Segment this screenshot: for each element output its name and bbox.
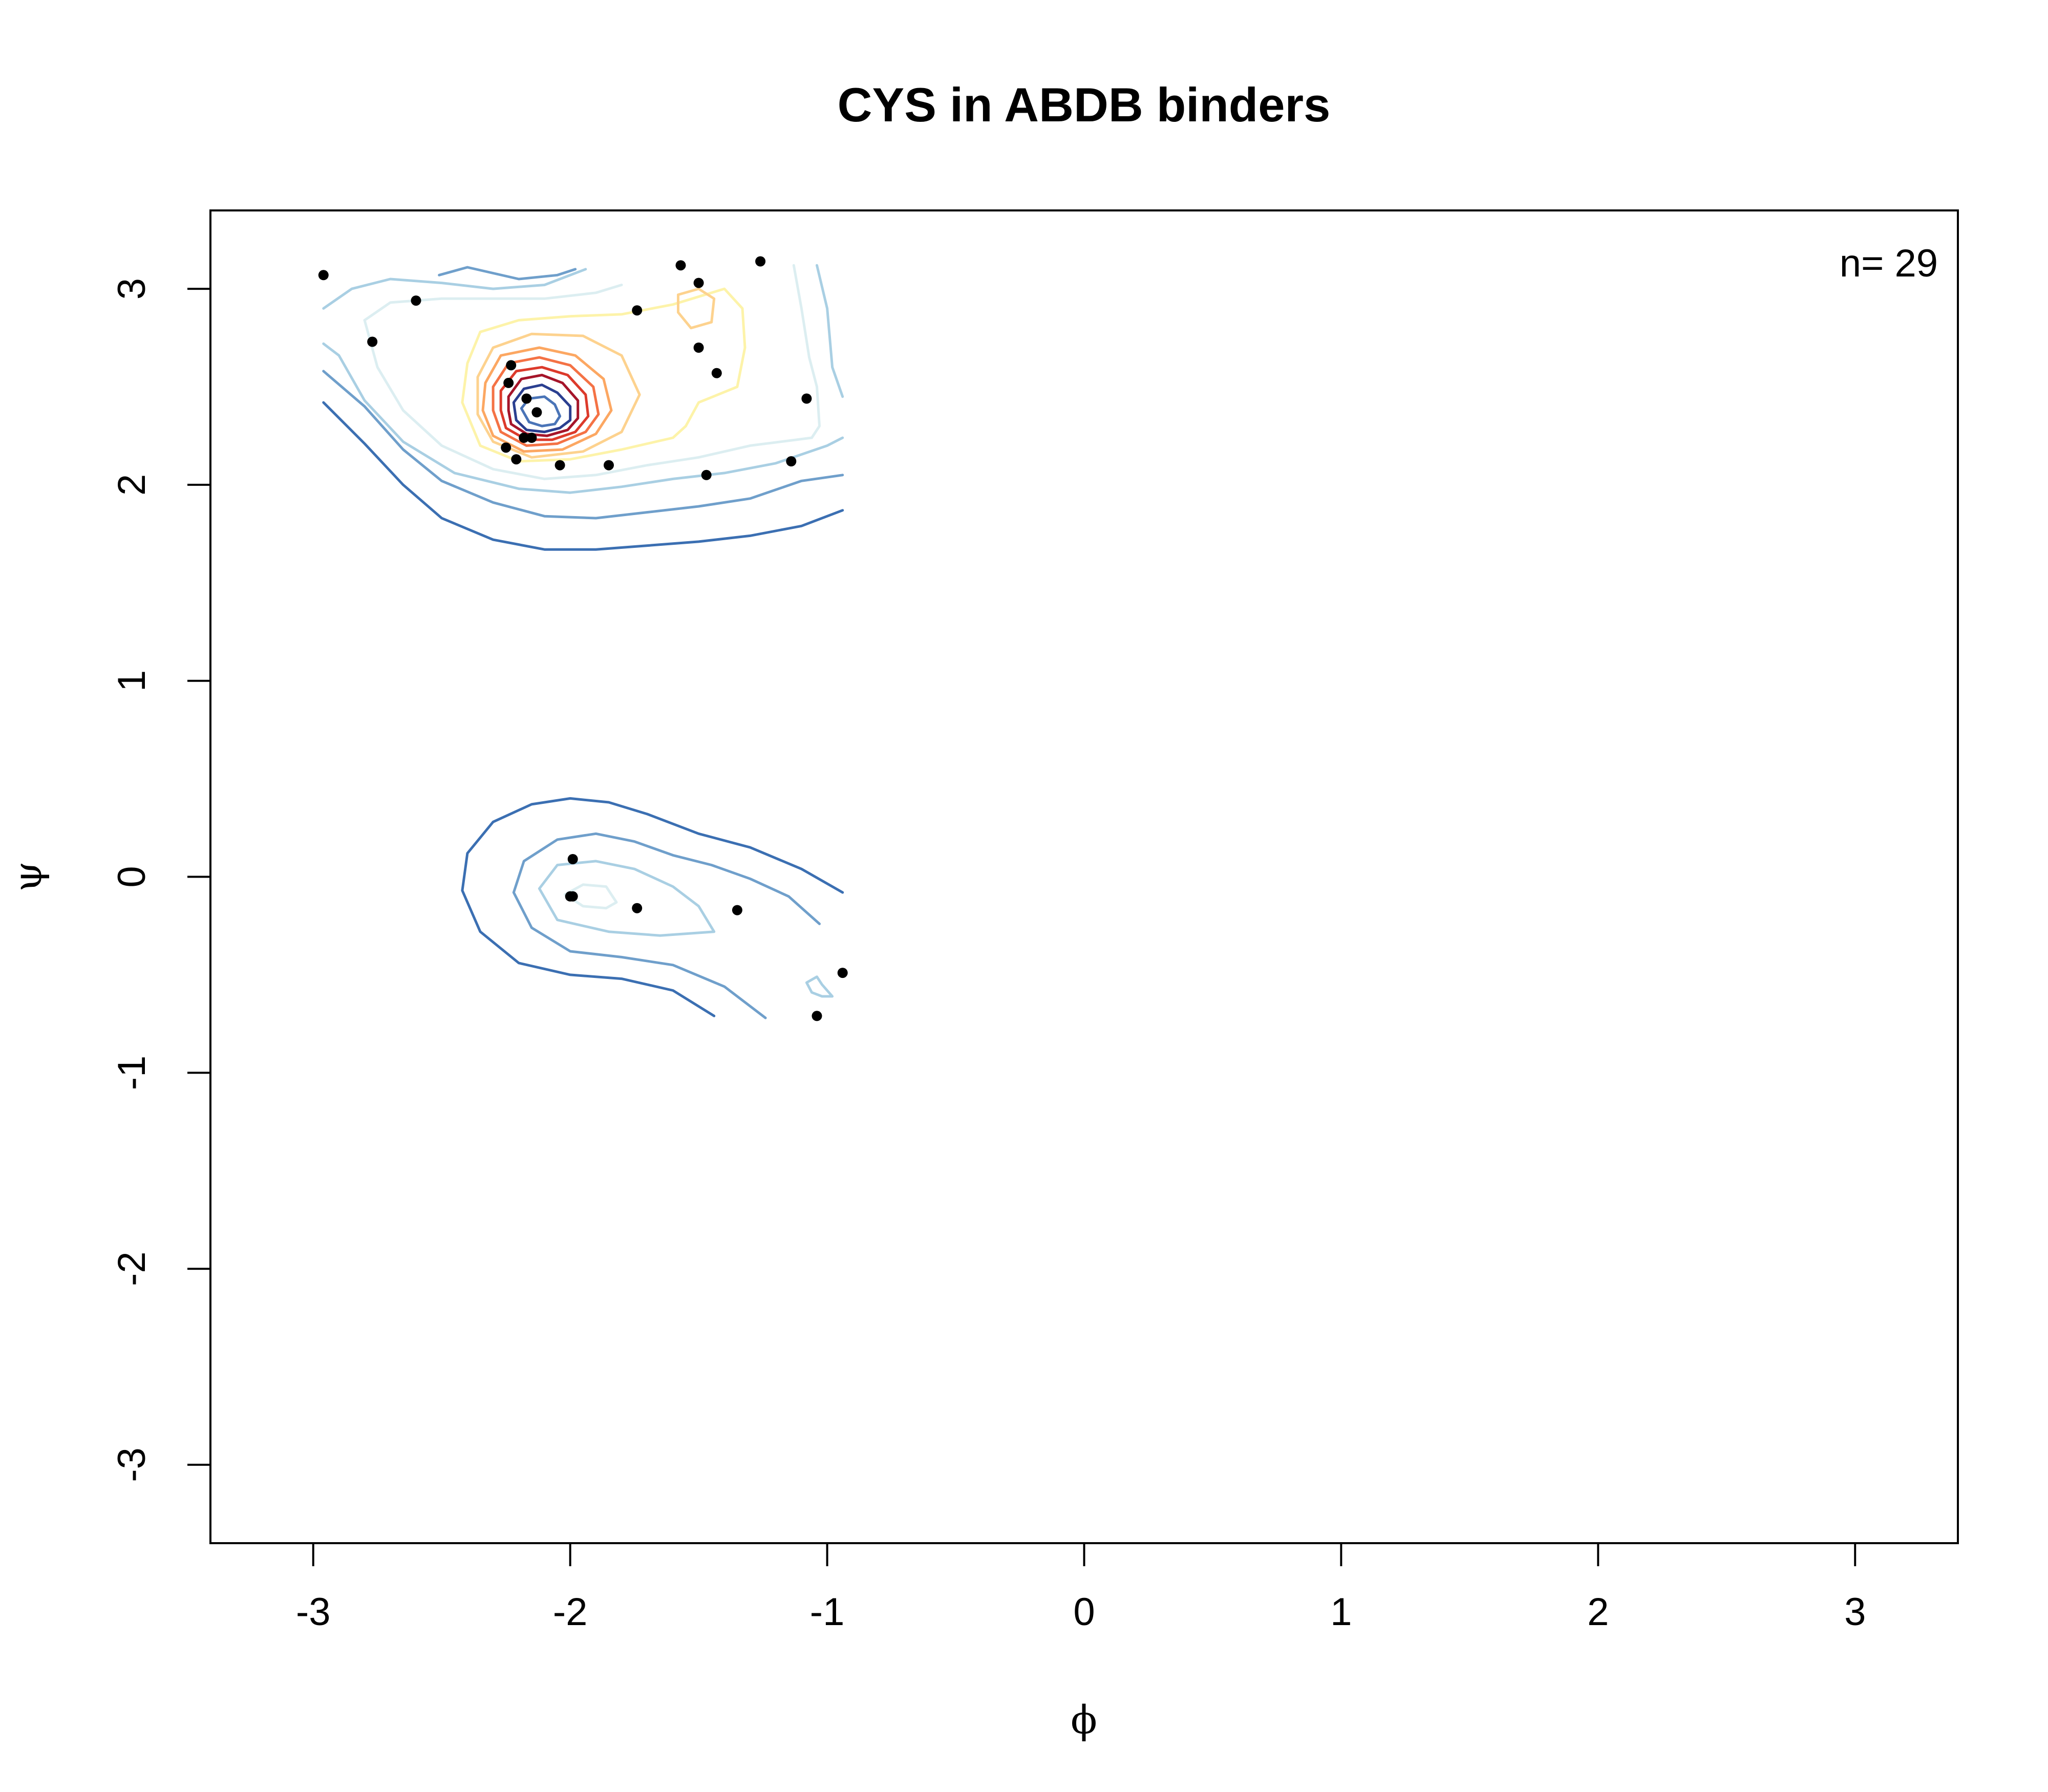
data-point	[675, 260, 686, 271]
x-tick-label: 3	[1844, 1590, 1866, 1634]
y-axis: -3 -2 -1 0 1 2 3	[110, 278, 210, 1482]
contour-line-level-3-segment-4	[538, 860, 716, 937]
contour-line-level-5-segment-1	[461, 287, 746, 463]
x-tick-label: 1	[1330, 1590, 1352, 1634]
contour-line-level-2-segment-1	[438, 266, 577, 281]
contour-line-level-4-segment-3	[363, 318, 813, 480]
data-point	[693, 343, 704, 353]
data-point	[755, 256, 766, 267]
y-tick-label: -1	[110, 1056, 154, 1091]
contour-line-level-2-segment-3	[512, 832, 821, 1019]
data-point	[567, 854, 578, 864]
data-point	[786, 456, 797, 466]
data-point	[632, 305, 643, 316]
y-tick-label: -3	[110, 1447, 154, 1482]
contour-line-level-8-segment-1	[492, 356, 600, 447]
contour-line-level-6-segment-1	[476, 332, 641, 459]
contour-line-level-1-segment-2	[461, 797, 844, 1017]
data-point	[411, 295, 421, 306]
sample-count-label: n= 29	[1840, 242, 1938, 285]
contour-line-level-6-segment-2	[677, 287, 716, 330]
data-point	[801, 393, 812, 404]
x-axis-label: ϕ	[1071, 1697, 1097, 1742]
data-point	[554, 460, 565, 471]
data-points	[318, 256, 848, 1021]
data-point	[837, 968, 848, 978]
plot-area-frame	[209, 209, 1959, 1544]
contour-line-level-3-segment-2	[816, 264, 844, 398]
data-point	[604, 460, 614, 471]
data-point	[526, 433, 537, 443]
contour-line-level-3-segment-5	[805, 975, 834, 998]
chart-title: CYS in ABDB binders	[838, 78, 1331, 132]
data-point	[519, 433, 529, 443]
data-point	[632, 903, 643, 913]
contour-line-level-2-segment-2	[322, 370, 844, 520]
y-tick-label: 0	[110, 866, 154, 887]
contour-line-level-4-segment-1	[363, 284, 623, 322]
data-point	[711, 368, 722, 378]
contour-line-level-1-segment-1	[322, 401, 844, 551]
contour-line-level-4-segment-4	[564, 883, 618, 910]
contour-line-level-7-segment-1	[481, 346, 613, 453]
y-tick-label: 1	[110, 670, 154, 692]
x-tick-label: -2	[553, 1590, 588, 1634]
y-tick-label: 2	[110, 474, 154, 496]
data-point	[506, 360, 517, 371]
y-axis-label: ψ	[5, 861, 50, 892]
x-tick-label: 2	[1587, 1590, 1609, 1634]
data-point	[693, 278, 704, 288]
contour-line-level-10-segment-1	[507, 374, 580, 437]
x-tick-label: 0	[1073, 1590, 1095, 1634]
contour-line-level-4-segment-2	[792, 264, 821, 439]
data-point	[521, 393, 532, 404]
data-point	[367, 336, 378, 347]
data-point	[503, 377, 514, 388]
contour-line-level-11-segment-1	[512, 383, 572, 434]
y-tick-label: 3	[110, 278, 154, 300]
contour-line-level-3-segment-3	[322, 342, 844, 494]
density-contours	[322, 264, 844, 1019]
data-point	[812, 1011, 822, 1021]
contour-line-level-3-segment-1	[322, 268, 587, 310]
y-tick-label: -2	[110, 1251, 154, 1286]
data-point	[511, 454, 522, 465]
contour-line-level-9-segment-1	[499, 366, 590, 441]
data-point	[531, 407, 542, 418]
data-point	[318, 270, 329, 281]
x-tick-label: -1	[810, 1590, 845, 1634]
data-point	[732, 905, 742, 915]
x-axis: -3 -2 -1 0 1 2 3	[296, 1543, 1866, 1634]
data-point	[501, 442, 511, 453]
x-tick-label: -3	[296, 1590, 331, 1634]
data-point	[701, 470, 712, 480]
data-point	[567, 891, 578, 902]
contour-line-level-12-segment-1	[520, 395, 562, 428]
